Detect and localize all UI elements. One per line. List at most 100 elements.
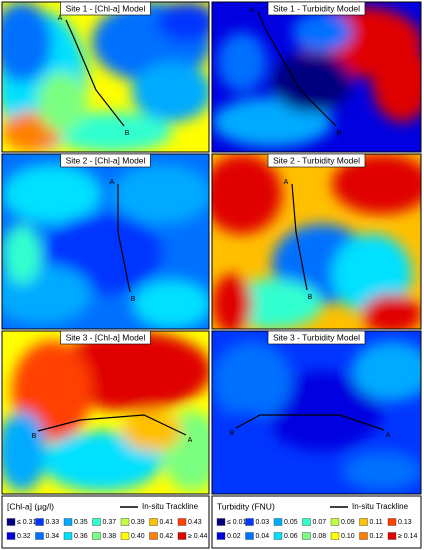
map-blob	[37, 72, 87, 132]
legend-swatch	[63, 518, 73, 526]
legend-item-label: 0.05	[284, 519, 298, 526]
legend-swatch	[6, 532, 16, 540]
legend-item-label: 0.08	[313, 533, 327, 540]
legend-item-label: 0.38	[103, 533, 117, 540]
legend-swatch	[330, 518, 340, 526]
map-blob	[212, 154, 282, 234]
trackline	[257, 11, 337, 127]
legend-item-label: 0.13	[398, 519, 412, 526]
panel-title-box	[267, 330, 366, 345]
map-raster	[2, 154, 209, 329]
track-start-label: A	[58, 15, 63, 22]
legend-item-label: 0.02	[227, 533, 241, 540]
map-blob	[157, 2, 209, 42]
legend-swatch	[273, 532, 283, 540]
legend-swatch	[302, 532, 311, 540]
map-blob	[342, 451, 421, 491]
legend-item-label: 0.35	[74, 519, 88, 526]
trackline	[65, 19, 125, 127]
track-end-label: B	[308, 294, 313, 301]
legend-item-label: 0.41	[160, 519, 174, 526]
panel-title-box	[267, 153, 366, 168]
legend-swatch	[302, 518, 311, 526]
panel-title-box	[60, 330, 151, 345]
map-raster	[2, 331, 209, 494]
map-raster	[212, 154, 421, 329]
map-blob	[122, 411, 182, 451]
map-blob	[212, 274, 252, 329]
map-blobs	[2, 164, 209, 329]
map-blob	[352, 341, 421, 401]
map-raster	[2, 2, 209, 152]
map-blobs	[2, 2, 209, 152]
map-blob	[112, 164, 209, 224]
map-blobs	[212, 341, 421, 491]
legend-swatch	[245, 518, 254, 526]
legend-swatch	[330, 532, 340, 540]
legend-swatch	[177, 518, 187, 526]
track-start-label: A	[250, 7, 255, 14]
legend: [Chl-a] (µg/l) In-situ Trackline ≤ 0.31 0.3…	[1, 495, 210, 549]
map-panel: A B Site 2 - Turbidity Model	[211, 153, 422, 330]
trackline	[37, 414, 187, 436]
track-end-label: B	[230, 430, 235, 437]
map-blob	[262, 371, 382, 451]
legend-item-label: 0.32	[17, 533, 31, 540]
legend-item-label: 0.40	[131, 533, 145, 540]
legend-swatch	[177, 532, 187, 540]
panel-title: Site 3 - Turbidity Model	[273, 332, 360, 342]
legend-item-label: ≤ 0.31	[17, 519, 37, 526]
map-blobs	[212, 154, 421, 329]
legend-item-label: 0.09	[341, 519, 355, 526]
track-end-label: B	[337, 130, 342, 137]
track-start-label: A	[110, 179, 115, 186]
legend-item-label: 0.36	[74, 533, 88, 540]
legend-item-label: 0.43	[188, 519, 202, 526]
map-blob	[2, 164, 102, 224]
legend-trackline-label: In-situ Trackline	[142, 502, 199, 511]
legend-swatch	[92, 532, 101, 540]
legend-item-label: 0.03	[256, 519, 270, 526]
legend-item-label: 0.34	[46, 533, 60, 540]
legend-item-label: ≥ 0.14	[398, 533, 418, 540]
legend-swatch	[35, 532, 44, 540]
map-blob	[217, 32, 267, 92]
map-blob	[52, 112, 172, 152]
map-panel: A B Site 1 - [Chl-a] Model	[1, 1, 210, 153]
legend-swatch	[63, 532, 73, 540]
legend-swatch	[6, 518, 16, 526]
legend-item-label: 0.06	[284, 533, 298, 540]
panel-title: Site 1 - [Chl-a] Model	[66, 3, 146, 13]
legend-swatch	[216, 532, 226, 540]
legend-title: [Chl-a] (µg/l)	[7, 501, 54, 511]
legend: Turbidity (FNU) In-situ Trackline ≤ 0.01 0.…	[211, 495, 422, 549]
legend-swatch	[273, 518, 283, 526]
track-start-label: A	[284, 179, 289, 186]
legend-item-label: 0.12	[370, 533, 384, 540]
legend-swatch	[359, 518, 368, 526]
panel-title: Site 1 - Turbidity Model	[273, 3, 360, 13]
legend-item-label: ≥ 0.44	[188, 533, 208, 540]
panel-title-box	[267, 1, 366, 16]
legend-swatch	[120, 518, 130, 526]
legend-swatch	[387, 518, 397, 526]
map-blob	[362, 294, 421, 329]
trackline	[291, 183, 308, 291]
map-blob	[2, 411, 47, 491]
map-blobs	[212, 7, 421, 147]
legend-swatch	[216, 518, 226, 526]
panel-title-box	[60, 1, 151, 16]
panel-title: Site 2 - Turbidity Model	[273, 155, 360, 165]
map-blob	[292, 12, 352, 52]
track-start-label: A	[386, 432, 391, 439]
map-blob	[272, 52, 352, 112]
legend-swatch	[359, 532, 368, 540]
map-panel: A B Site 1 - Turbidity Model	[211, 1, 422, 153]
map-blob	[42, 431, 162, 491]
map-blob	[372, 42, 421, 122]
legend-item-label: 0.33	[46, 519, 60, 526]
legend-item-label: 0.39	[131, 519, 145, 526]
legend-trackline-label: In-situ Trackline	[352, 502, 409, 511]
track-end-label: B	[32, 433, 37, 440]
legend-swatch	[149, 532, 158, 540]
